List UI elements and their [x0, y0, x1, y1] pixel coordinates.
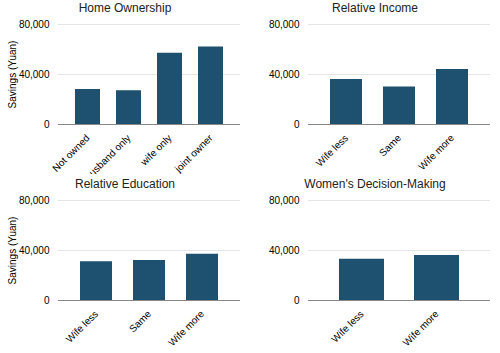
svg-text:0: 0: [294, 119, 300, 130]
svg-text:80,000: 80,000: [19, 19, 50, 30]
svg-text:0: 0: [44, 295, 50, 306]
svg-text:Wife more: Wife more: [416, 132, 456, 172]
svg-text:0: 0: [294, 295, 300, 306]
svg-text:Wife more: Wife more: [401, 308, 441, 348]
svg-text:Savings (Yuan): Savings (Yuan): [7, 41, 18, 109]
svg-text:80,000: 80,000: [19, 195, 50, 206]
svg-text:40,000: 40,000: [269, 69, 300, 80]
svg-text:husband only: husband only: [83, 132, 133, 174]
html-text:Women's Decision-Making: Women's Decision-Making: [304, 177, 446, 191]
svg-text:Same: Same: [377, 132, 404, 159]
html-text:Relative Income: Relative Income: [332, 1, 418, 15]
html-text:Home Ownership: Home Ownership: [78, 1, 172, 15]
svg-text:Wife less: Wife less: [329, 308, 365, 344]
svg-text:80,000: 80,000: [269, 195, 300, 206]
html-text:Relative Education: Relative Education: [75, 177, 175, 191]
svg-text:40,000: 40,000: [19, 69, 50, 80]
svg-text:Savings (Yuan): Savings (Yuan): [7, 217, 18, 285]
svg-text:40,000: 40,000: [19, 245, 50, 256]
svg-text:40,000: 40,000: [269, 245, 300, 256]
svg-text:joint owner: joint owner: [172, 132, 215, 174]
svg-text:Not owned: Not owned: [50, 132, 92, 174]
svg-text:0: 0: [44, 119, 50, 130]
svg-text:80,000: 80,000: [269, 19, 300, 30]
svg-text:wife only: wife only: [138, 132, 174, 168]
svg-text:Wife less: Wife less: [314, 132, 350, 168]
svg-text:Same: Same: [127, 308, 154, 335]
svg-text:Wife more: Wife more: [166, 308, 206, 348]
svg-text:Wife less: Wife less: [64, 308, 100, 344]
